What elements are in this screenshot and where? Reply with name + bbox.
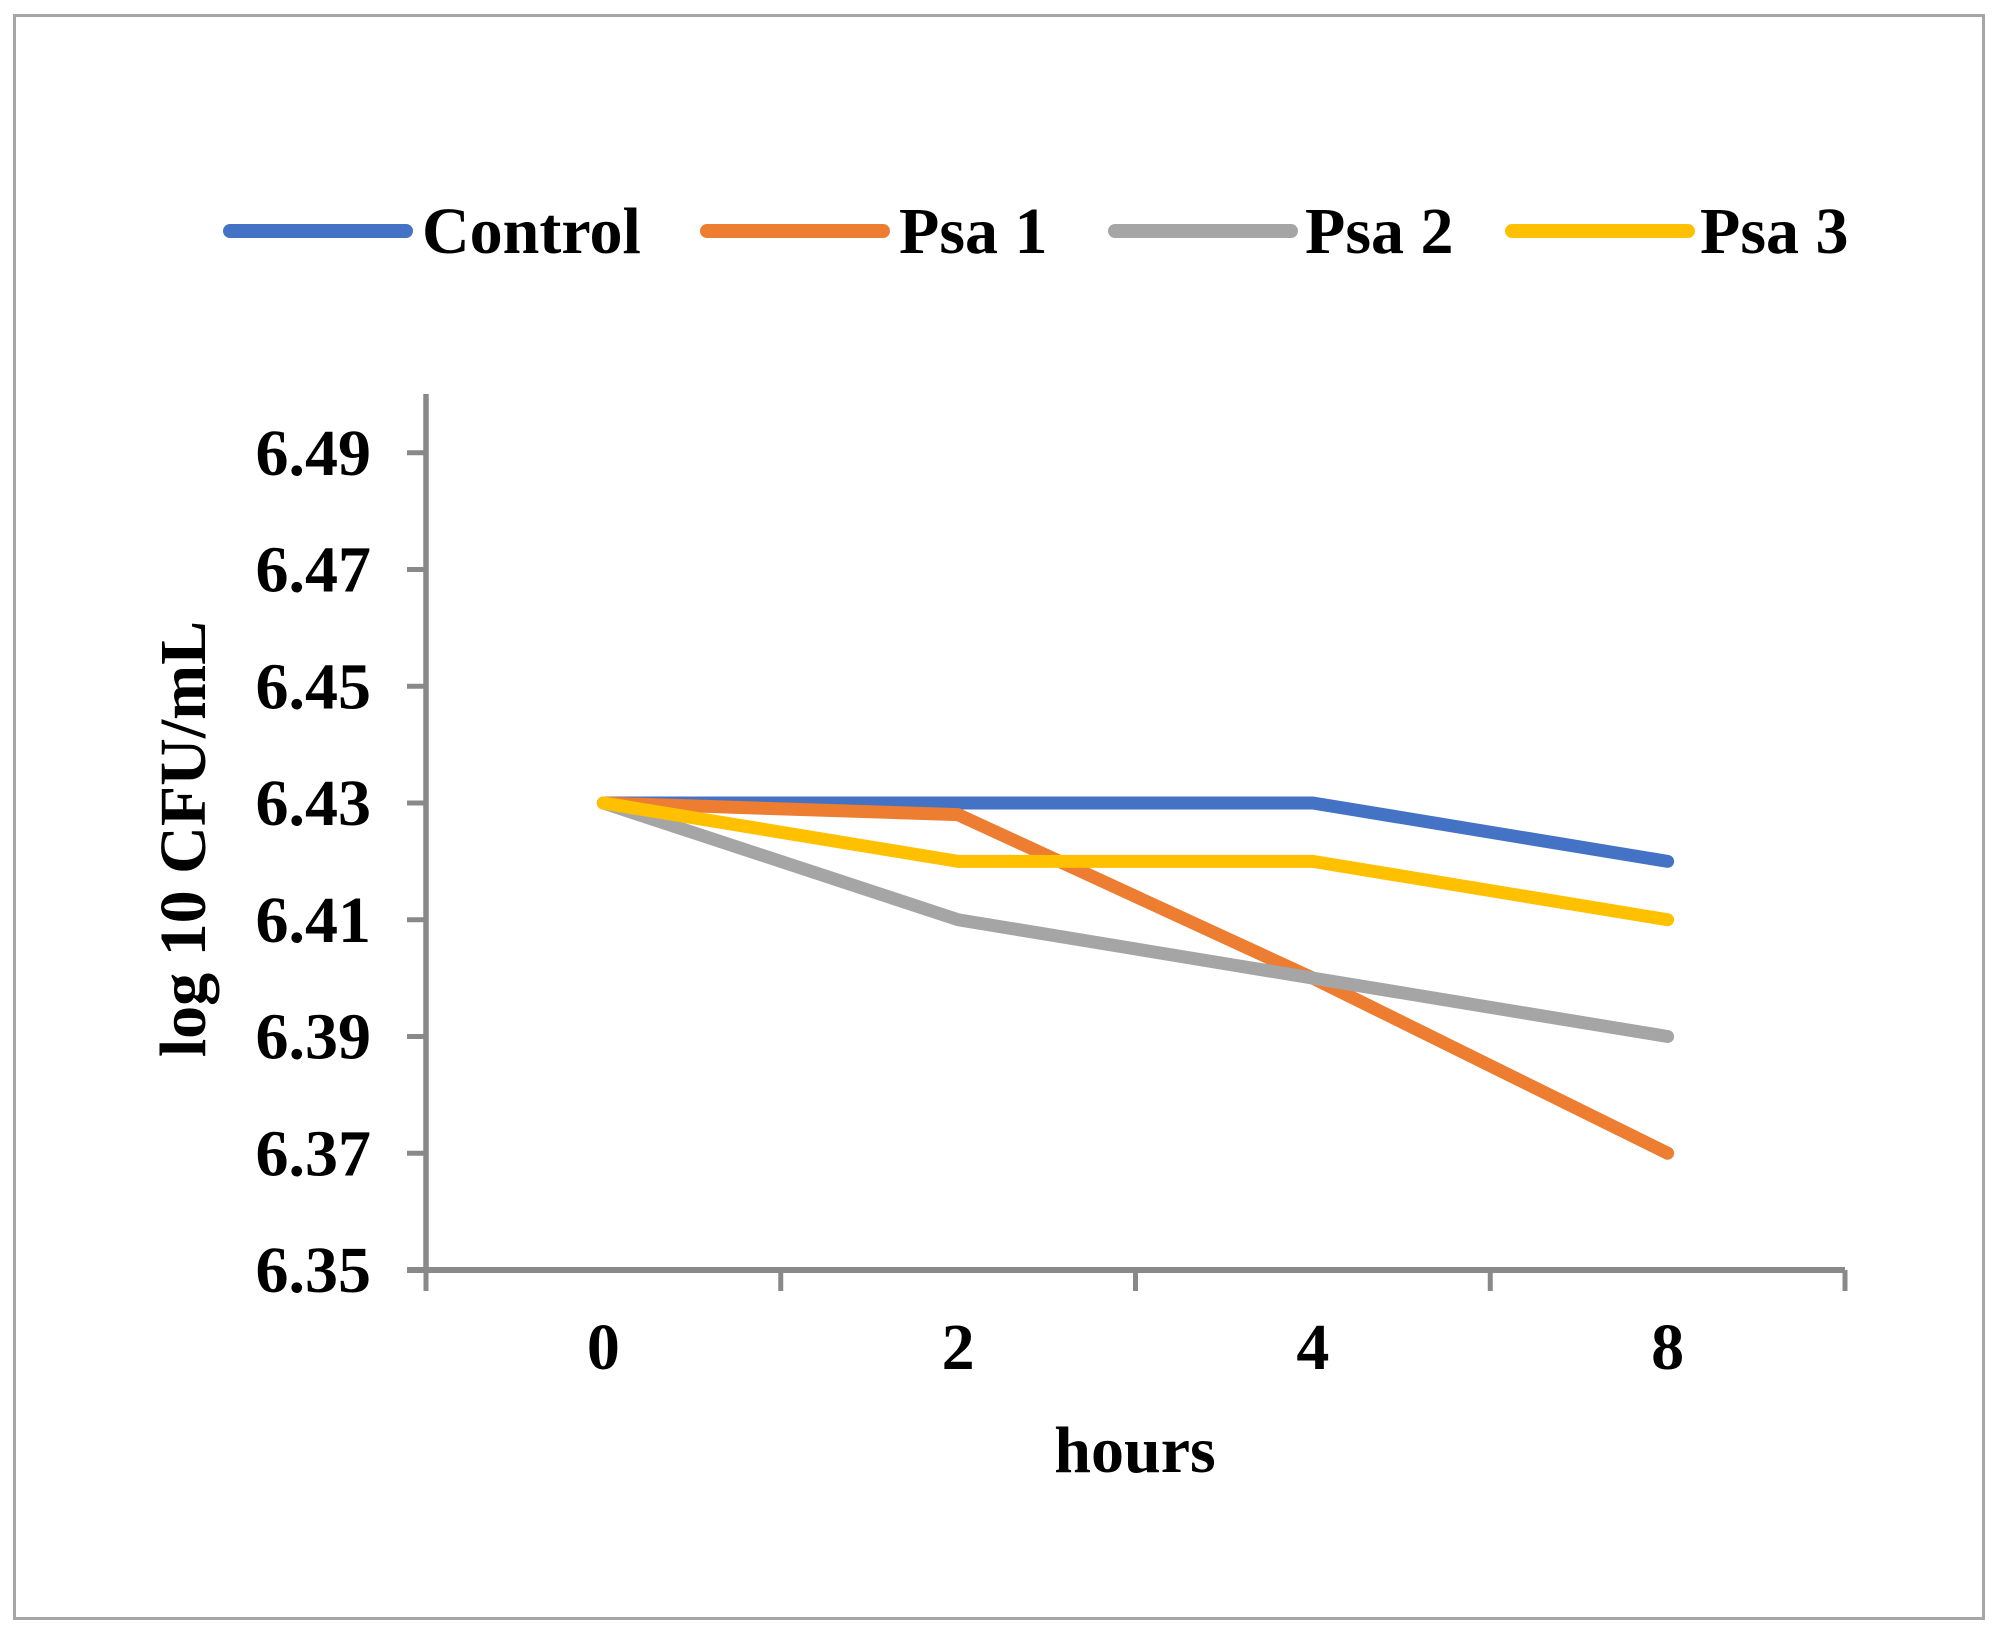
y-tick-label: 6.47 [256, 534, 372, 607]
x-tick-label: 8 [1651, 1311, 1684, 1384]
series-line-psa-3 [596, 796, 1675, 927]
x-tick-label: 2 [942, 1311, 975, 1384]
y-tick-label: 6.43 [256, 767, 372, 840]
legend-item-psa-2: Psa 2 [1108, 195, 1454, 268]
y-tick-label: 6.35 [256, 1234, 372, 1307]
legend-item-psa-3: Psa 3 [1505, 195, 1849, 268]
y-tick-label: 6.39 [256, 1001, 372, 1074]
chart-axes [407, 394, 1848, 1291]
x-tick-label: 0 [587, 1311, 620, 1384]
legend-item-psa-1: Psa 1 [700, 195, 1048, 268]
chart-frame: Control Psa 1 Psa 2 Psa 3 6.35 6.37 6.39 6.41 6… [13, 14, 1985, 1620]
series-line-psa-1 [596, 796, 1675, 1160]
x-axis-tick-labels: 0 2 4 8 [587, 1311, 1684, 1384]
y-axis-tick-labels: 6.35 6.37 6.39 6.41 6.43 6.45 6.47 6.49 [256, 417, 372, 1307]
legend-label: Psa 1 [899, 195, 1048, 268]
y-axis-title: log 10 CFU/mL [147, 621, 220, 1057]
y-tick-label: 6.45 [256, 650, 372, 723]
x-axis-title: hours [1054, 1414, 1215, 1487]
legend-label: Psa 2 [1305, 195, 1454, 268]
chart-series-lines [596, 796, 1675, 1160]
y-tick-label: 6.37 [256, 1117, 372, 1190]
chart-legend: Control Psa 1 Psa 2 Psa 3 [223, 195, 1849, 268]
legend-label: Psa 3 [1700, 195, 1849, 268]
legend-item-control: Control [223, 195, 641, 268]
y-tick-label: 6.41 [256, 884, 372, 957]
y-tick-label: 6.49 [256, 417, 372, 490]
x-tick-label: 4 [1296, 1311, 1329, 1384]
series-line-psa-2 [596, 796, 1675, 1043]
line-chart: Control Psa 1 Psa 2 Psa 3 6.356.376.396.416… [147, 195, 1849, 1487]
legend-label: Control [422, 195, 641, 268]
